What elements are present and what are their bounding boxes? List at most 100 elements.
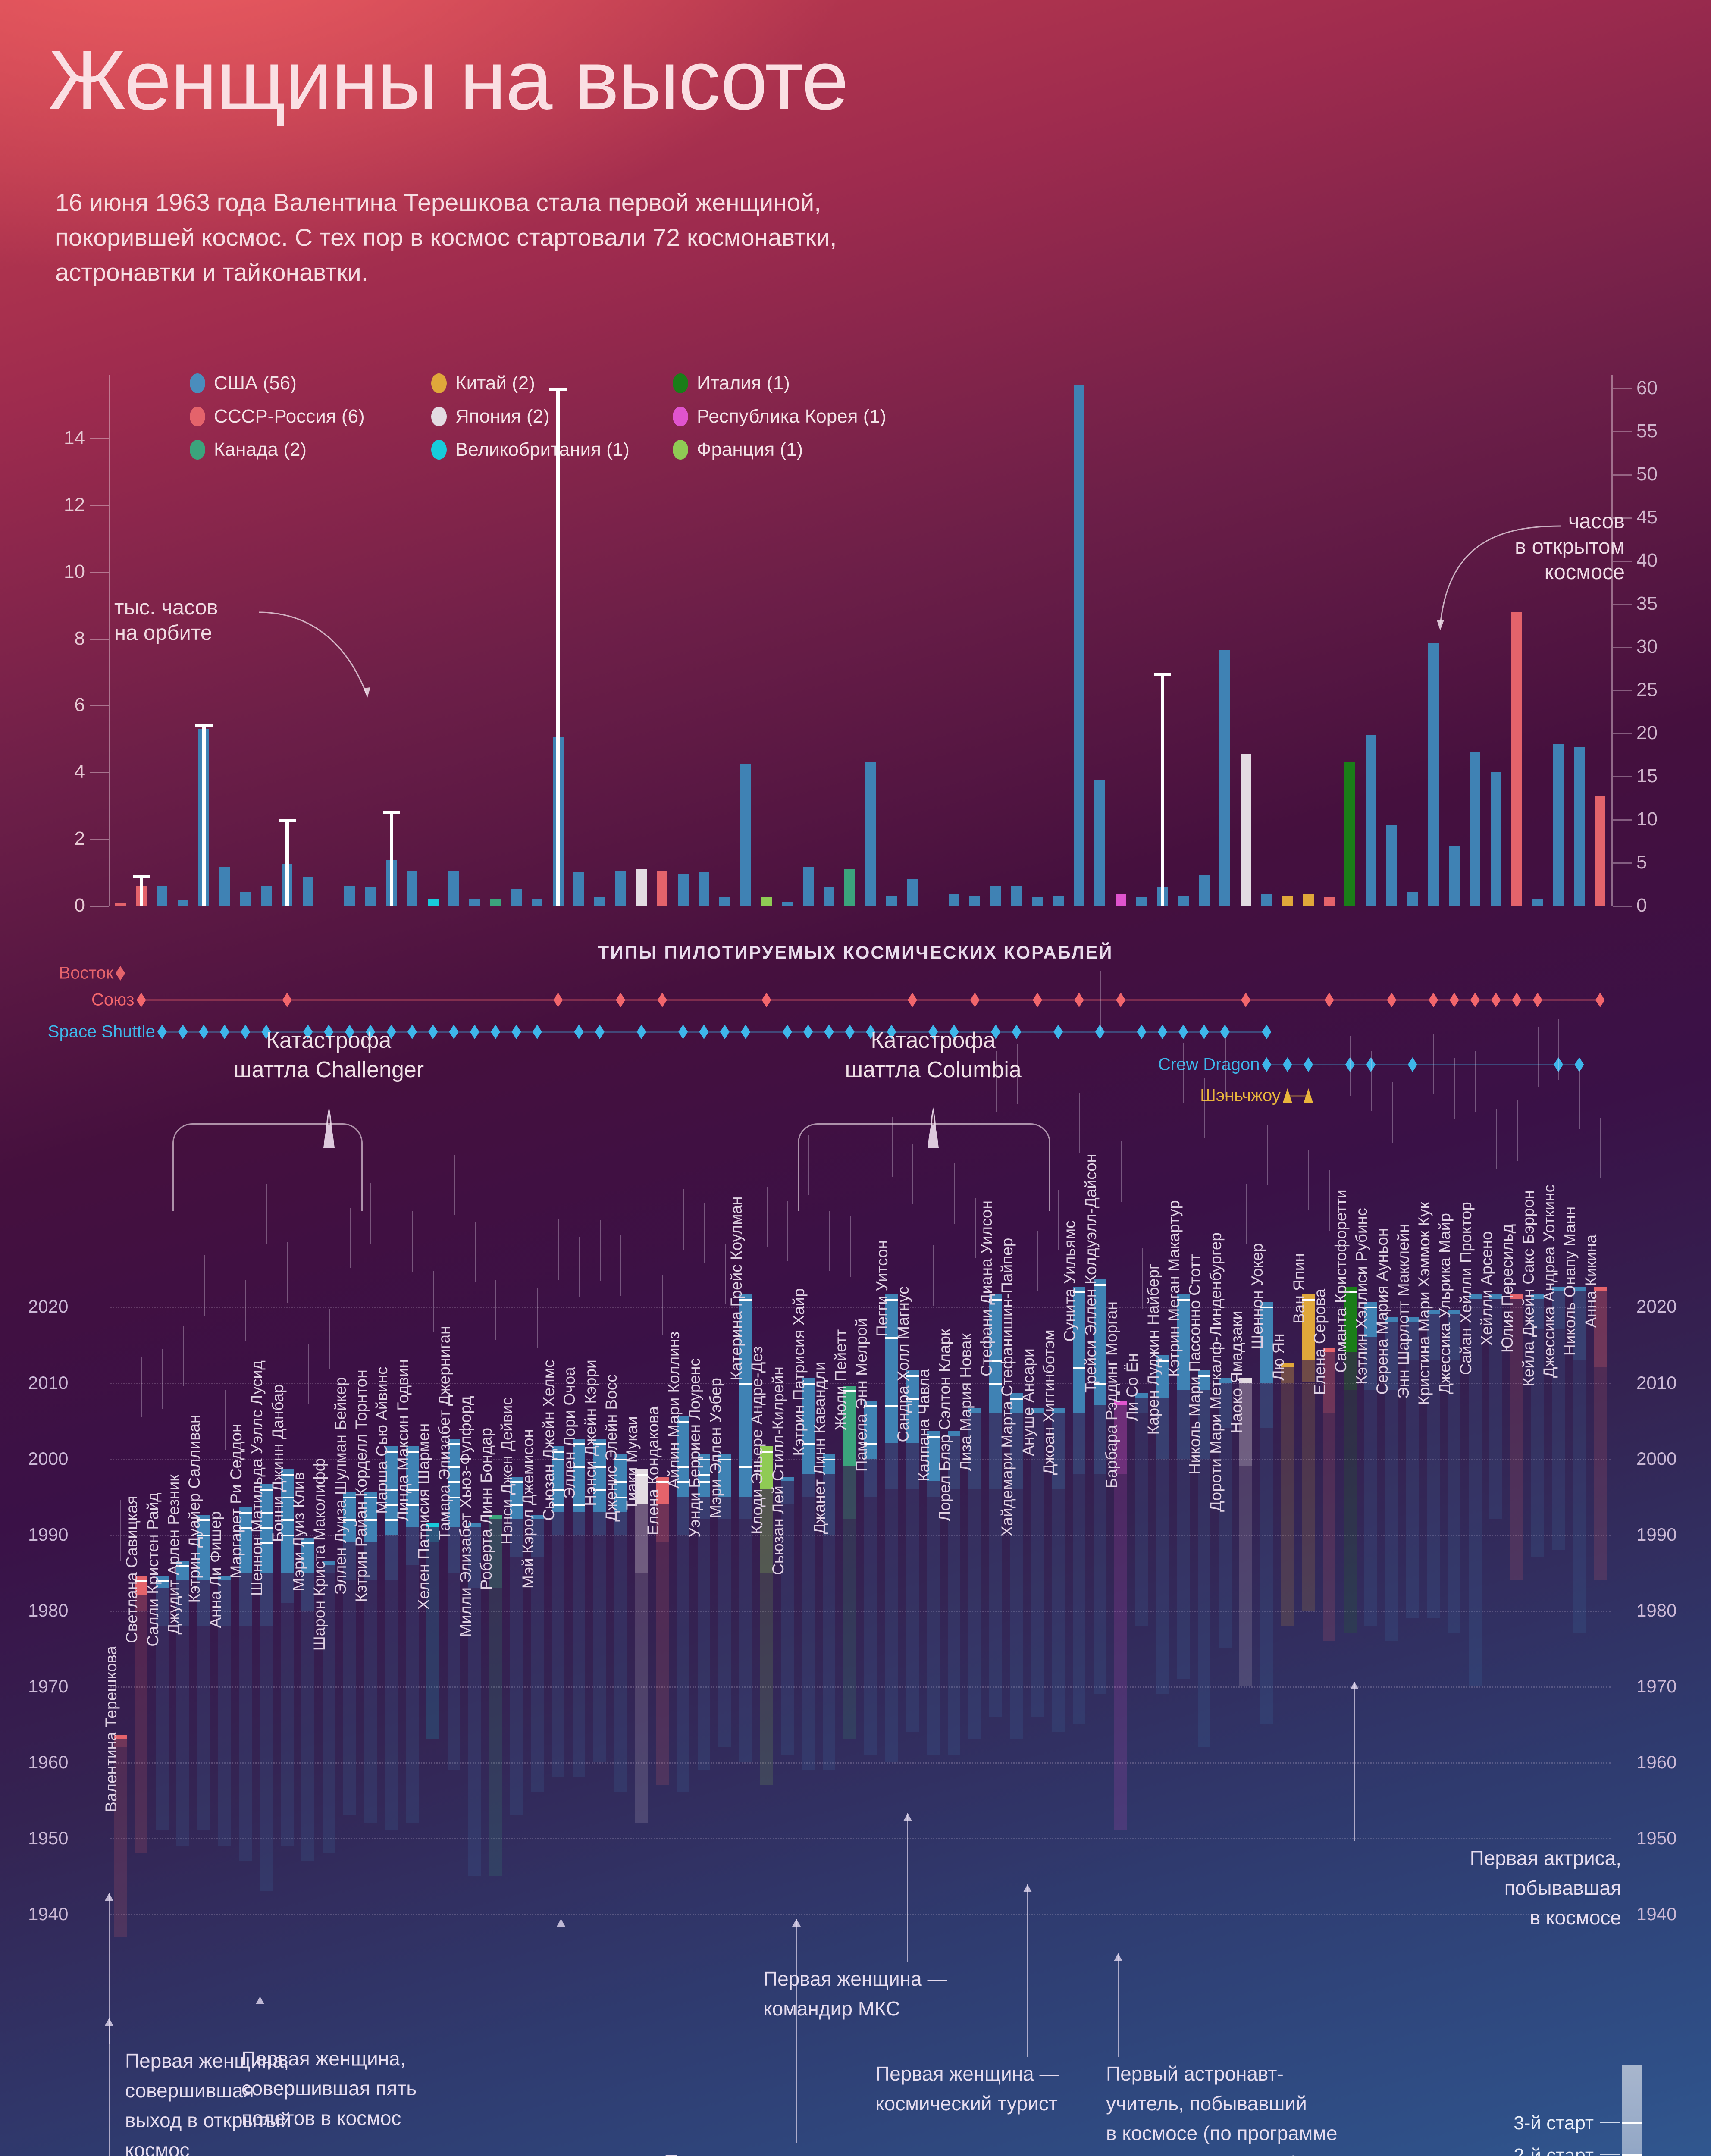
- orbit-hours-bar: [1261, 893, 1272, 906]
- astronaut-bar[interactable]: Светлана Савицкая: [123, 1496, 148, 1854]
- astronaut-bar[interactable]: Айлин Мари Коллинз: [665, 1332, 690, 1793]
- astronaut-bar[interactable]: Саманта Кристофоретти: [1332, 1189, 1357, 1633]
- astronaut-bar[interactable]: Уэнди Берриен Лоуренс: [686, 1358, 711, 1770]
- craft-flight-marker: [491, 1025, 501, 1039]
- astronaut-bar[interactable]: Мэри Луиз Клив: [290, 1472, 315, 1861]
- astronaut-bar[interactable]: Салли Кристен Райд: [144, 1492, 169, 1831]
- astronaut-bar[interactable]: Нэнси Джен Дейвис: [498, 1397, 523, 1816]
- astronaut-bar[interactable]: Джанет Линн Кавандли: [811, 1362, 836, 1770]
- craft-flight-marker: [1387, 993, 1397, 1007]
- astronaut-bar[interactable]: Клоди Эньере Андре-Дез: [748, 1346, 773, 1785]
- astronaut-bar[interactable]: Линда Максин Годвин: [394, 1360, 419, 1823]
- astronaut-bar[interactable]: Джессика Ульрика Майр: [1436, 1213, 1461, 1633]
- bar-segment-birth: [780, 1504, 794, 1755]
- astronaut-bar[interactable]: Марша Сью Айвинс: [373, 1367, 398, 1831]
- astronaut-bar[interactable]: Шеннон Уокер: [1248, 1243, 1273, 1724]
- astronaut-bar[interactable]: Хейлли Арсено: [1478, 1232, 1503, 1520]
- astronaut-bar[interactable]: Бонни Джинн Данбар: [269, 1384, 294, 1846]
- astronaut-bar[interactable]: Дженис Элейн Восс: [602, 1374, 627, 1793]
- astronaut-bar[interactable]: Мэри Эллен Уэбер: [707, 1378, 731, 1747]
- orbit-hours-bar: [1073, 385, 1085, 906]
- astronaut-bar[interactable]: Сандра Холл Магнус: [894, 1287, 919, 1732]
- astronaut-bar[interactable]: Кэтрин Дуайер Салливан: [185, 1414, 210, 1831]
- astronaut-bar[interactable]: Кэтрин Меган Макартур: [1165, 1200, 1190, 1679]
- bar-segment-flights: [239, 1507, 252, 1573]
- astronaut-bar[interactable]: Валентина Терешкова: [102, 1646, 127, 1937]
- astronaut-bar[interactable]: Юлия Пересильд: [1498, 1224, 1523, 1580]
- astronaut-bar[interactable]: Николь Онапу Манн: [1561, 1206, 1586, 1633]
- astronaut-bar[interactable]: Хайдемари Марта Стефанишин-Пайпер: [998, 1238, 1023, 1740]
- astronaut-bar[interactable]: Сайан Хейлли Проктор: [1457, 1202, 1482, 1686]
- astronaut-bar[interactable]: Анна Кикина: [1582, 1234, 1607, 1580]
- bar-segment-birth: [864, 1496, 877, 1755]
- astronaut-bar[interactable]: Анна Ли Фишер: [207, 1511, 231, 1846]
- astronaut-bar[interactable]: Шарон Криста Маколифф: [310, 1458, 335, 1854]
- astronaut-bar[interactable]: Тамара Элизабет Джерниган: [436, 1326, 461, 1770]
- astronaut-bar[interactable]: Хелен Патрисия Шармен: [415, 1423, 440, 1740]
- astronaut-bar[interactable]: Сьюзан Джейн Хелмс: [540, 1360, 565, 1778]
- astronaut-bar[interactable]: Нэнси Джейн Кэрри: [582, 1360, 606, 1762]
- astronaut-bar[interactable]: Памела Энн Мелрой: [852, 1318, 877, 1755]
- astronaut-bar[interactable]: Карен Луджин Найберг: [1144, 1264, 1169, 1694]
- bar-segment-flights: [1510, 1294, 1523, 1299]
- y-tick-label-right: 55: [1636, 420, 1658, 442]
- astronaut-bar[interactable]: Пегги Уитсон: [873, 1240, 898, 1762]
- astronaut-name: Шеннон Матильда Уэллс Лусид: [248, 1360, 266, 1596]
- astronaut-bar[interactable]: Лиза Мария Новак: [957, 1334, 981, 1740]
- right-note-leader: [1437, 525, 1561, 630]
- flight-divider: [280, 1534, 294, 1536]
- legend-color-dot: [431, 406, 447, 426]
- astronaut-bar[interactable]: Джудит Арлен Резник: [165, 1474, 190, 1846]
- astronaut-bar[interactable]: Маргарет Ри Седдон: [227, 1424, 252, 1861]
- astronaut-bar[interactable]: Елена Серова: [1311, 1288, 1336, 1641]
- astronaut-bar[interactable]: Елена Кондакова: [644, 1406, 669, 1785]
- bar-segment-birth: [655, 1542, 669, 1785]
- bar-segment-flights: [135, 1575, 148, 1595]
- astronaut-bar[interactable]: Катерина Грейс Коулман: [727, 1197, 752, 1762]
- astronaut-bar[interactable]: Кристина Мари Хэммок Кук: [1415, 1202, 1440, 1618]
- flight-divider: [260, 1527, 273, 1529]
- flight-divider: [885, 1337, 898, 1339]
- legend-color-dot: [190, 406, 205, 426]
- astronaut-bar[interactable]: Сьюзан Лей Стилл-Килрейн: [769, 1366, 794, 1755]
- astronaut-bar[interactable]: Трейси Эллен Колдуэлл-Дайсон: [1082, 1154, 1106, 1694]
- y-tick-label-right: 10: [1636, 808, 1658, 830]
- astronaut-bar[interactable]: Тиаки Мукаи: [623, 1416, 648, 1823]
- astronaut-bar[interactable]: Кейла Джейн Сакс Бэррон: [1520, 1191, 1544, 1557]
- astronaut-bar[interactable]: Лорел Блэр Сэлтон Кларк: [936, 1329, 961, 1755]
- astronaut-bar[interactable]: Джессика Андреа Уоткинс: [1540, 1185, 1565, 1550]
- astronaut-name: Лиза Мария Новак: [956, 1333, 975, 1472]
- astronaut-bar[interactable]: Милли Элизабет Хьюз-Фулфорд: [457, 1396, 481, 1877]
- craft-flight-marker: [1449, 993, 1459, 1007]
- name-leader-line: [433, 1271, 434, 1332]
- astronaut-bar[interactable]: Мэй Кэрол Джемисон: [519, 1429, 544, 1793]
- astronaut-bar[interactable]: Эллен Луиза Шулман Бейкер: [332, 1377, 356, 1816]
- astronaut-bar[interactable]: Эллен Лори Очоа: [561, 1367, 586, 1778]
- astronaut-bar[interactable]: Жюли Пейетт: [832, 1329, 856, 1740]
- astronaut-bar[interactable]: Джоан Хиггинботэм: [1040, 1330, 1065, 1732]
- orbit-hours-bar: [886, 895, 897, 906]
- astronaut-bar[interactable]: Лю Ян: [1269, 1333, 1294, 1626]
- astronaut-bar[interactable]: Стефани Диана Уилсон: [978, 1200, 1003, 1717]
- astronaut-bar[interactable]: Шеннон Матильда Уэллс Лусид: [248, 1361, 273, 1892]
- astronaut-bar[interactable]: Ли Со Ён: [1123, 1353, 1148, 1626]
- astronaut-bar[interactable]: Наоко Ямадзаки: [1228, 1311, 1253, 1686]
- craft-flight-marker: [782, 1025, 792, 1039]
- astronaut-bar[interactable]: Ануше Ансари: [1019, 1349, 1044, 1717]
- astronaut-bar[interactable]: Серена Мария Ауньон: [1373, 1228, 1398, 1641]
- astronaut-bar[interactable]: Барбара Рэддинг Морган: [1103, 1301, 1128, 1831]
- y-tick-right: [1613, 733, 1632, 734]
- astronaut-bar[interactable]: Кэтрин Райан Корделл Торнтон: [352, 1369, 377, 1823]
- bar-segment-flights: [885, 1294, 898, 1444]
- bar-segment-selected: [572, 1511, 586, 1535]
- astronaut-bar[interactable]: Ван Япин: [1290, 1253, 1315, 1611]
- name-leader-line: [1246, 1184, 1247, 1244]
- astronaut-bar[interactable]: Роберта Линн Бондар: [477, 1428, 502, 1877]
- astronaut-bar[interactable]: Энн Шарлотт Макклейн: [1394, 1224, 1419, 1618]
- astronaut-bar[interactable]: Дороти Мари Меткалф-Линденбургер: [1207, 1232, 1232, 1648]
- astronaut-bar[interactable]: Сунита Уильямс: [1061, 1220, 1086, 1724]
- astronaut-bar[interactable]: Кэтлин Хэллиси Рубинс: [1353, 1208, 1378, 1626]
- astronaut-bar[interactable]: Николь Мари Пассонно Стотт: [1186, 1254, 1211, 1747]
- astronaut-bar[interactable]: Калпана Чавла: [915, 1369, 940, 1755]
- astronaut-bar[interactable]: Кэтрин Патрисия Хайр: [790, 1288, 815, 1770]
